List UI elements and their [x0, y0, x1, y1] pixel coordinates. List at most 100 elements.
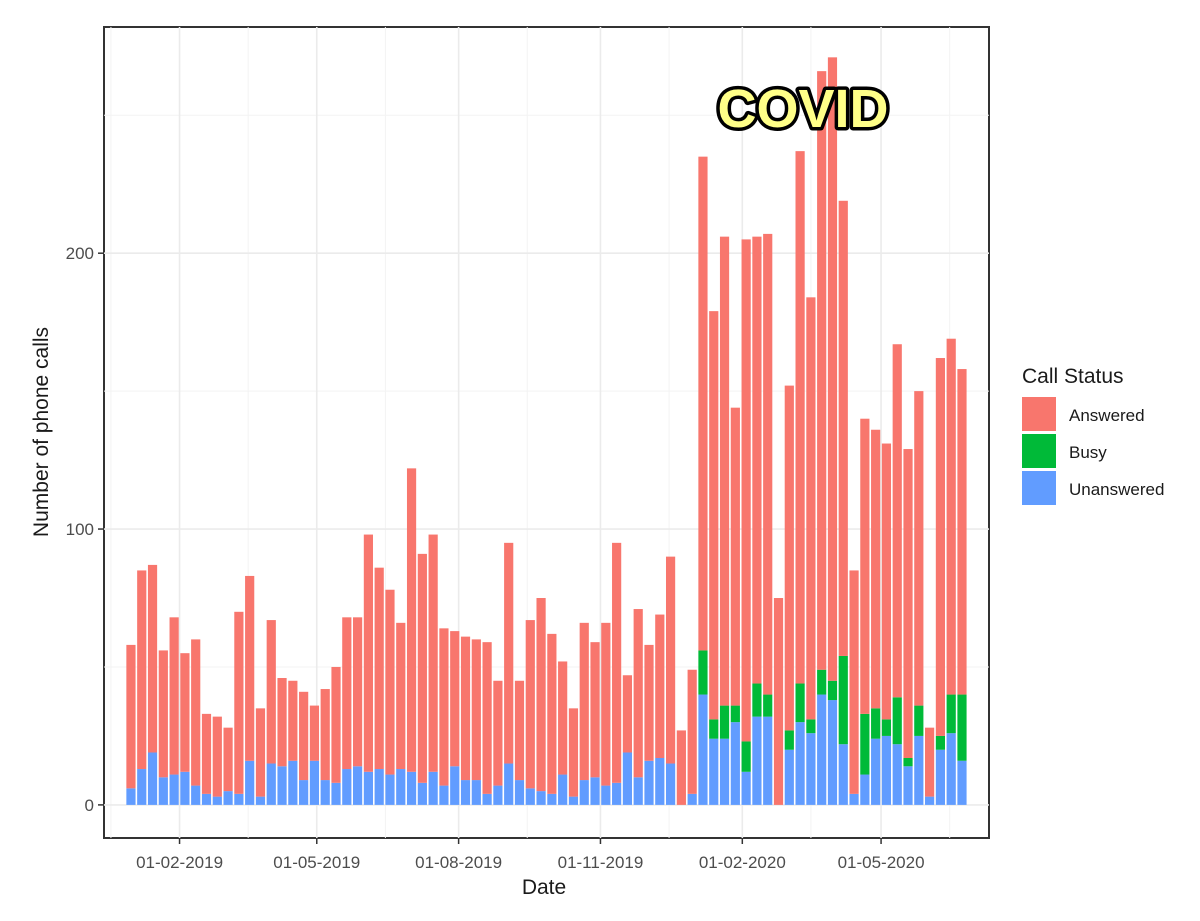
- legend-title: Call Status: [1022, 365, 1124, 388]
- bar-unanswered: [309, 760, 320, 805]
- bar-answered: [396, 622, 406, 770]
- bar-unanswered: [871, 738, 881, 805]
- bar-answered: [460, 636, 471, 781]
- x-tick-label: 01-02-2020: [699, 853, 786, 872]
- bar-unanswered: [655, 758, 665, 805]
- bar-unanswered: [277, 766, 287, 805]
- bar-answered: [158, 650, 168, 778]
- bar-answered: [590, 642, 600, 778]
- bar-unanswered: [191, 785, 201, 805]
- bar-answered: [514, 680, 525, 781]
- bar-unanswered: [450, 766, 460, 805]
- bar-answered: [698, 156, 708, 651]
- legend-swatch-unanswered: [1022, 471, 1056, 505]
- bar-busy: [881, 719, 892, 736]
- bar-answered: [126, 644, 136, 789]
- legend-swatch-answered: [1022, 397, 1056, 431]
- bar-unanswered: [806, 733, 816, 805]
- bar-answered: [795, 151, 805, 684]
- bar-unanswered: [558, 774, 568, 805]
- bar-answered: [374, 567, 384, 770]
- bar-answered: [719, 236, 730, 706]
- bar-answered: [450, 631, 460, 767]
- bar-answered: [730, 407, 740, 706]
- bar-answered: [925, 727, 935, 797]
- bar-answered: [827, 57, 838, 681]
- bar-unanswered: [460, 780, 471, 805]
- bar-answered: [763, 233, 773, 695]
- bar-unanswered: [957, 760, 967, 805]
- y-axis-title: Number of phone calls: [30, 327, 53, 537]
- bar-unanswered: [612, 782, 622, 805]
- bars: [126, 57, 967, 805]
- bar-unanswered: [709, 738, 719, 805]
- bar-unanswered: [158, 777, 168, 805]
- bar-unanswered: [525, 788, 535, 805]
- legend-label-answered: Answered: [1069, 406, 1145, 425]
- bar-unanswered: [288, 760, 298, 805]
- bar-unanswered: [514, 780, 525, 805]
- bar-unanswered: [342, 769, 352, 805]
- bar-answered: [914, 391, 924, 706]
- bar-unanswered: [245, 760, 255, 805]
- bar-unanswered: [536, 791, 546, 805]
- x-tick-label: 01-05-2020: [838, 853, 925, 872]
- bar-answered: [201, 713, 212, 794]
- bar-unanswered: [817, 694, 827, 805]
- legend-swatch-busy: [1022, 434, 1056, 468]
- bar-busy: [914, 705, 924, 736]
- bar-answered: [245, 575, 255, 761]
- bar-answered: [601, 622, 611, 786]
- bar-busy: [817, 669, 827, 695]
- bar-answered: [849, 570, 859, 794]
- bar-busy: [860, 713, 870, 775]
- legend: Call Status Answered Busy Unanswered: [1022, 365, 1164, 505]
- bar-unanswered: [137, 769, 147, 805]
- bar-busy: [838, 655, 848, 745]
- bar-busy: [957, 694, 967, 761]
- y-tick-label: 100: [66, 520, 94, 539]
- bar-answered: [482, 642, 492, 794]
- bar-unanswered: [266, 763, 276, 805]
- bar-busy: [752, 683, 762, 717]
- bar-answered: [428, 534, 438, 772]
- bar-unanswered: [838, 744, 848, 805]
- bar-unanswered: [169, 774, 179, 805]
- bar-busy: [827, 680, 838, 701]
- y-tick-label: 200: [66, 244, 94, 263]
- bar-unanswered: [201, 793, 212, 805]
- legend-label-busy: Busy: [1069, 443, 1107, 462]
- bar-unanswered: [180, 771, 190, 805]
- bar-answered: [881, 443, 892, 720]
- bar-answered: [255, 708, 266, 797]
- bar-unanswered: [741, 771, 751, 805]
- bar-answered: [137, 570, 147, 770]
- bar-answered: [234, 611, 244, 794]
- bar-busy: [730, 705, 740, 723]
- bar-unanswered: [331, 782, 341, 805]
- bar-unanswered: [471, 780, 481, 805]
- bar-unanswered: [903, 766, 913, 805]
- bar-answered: [493, 680, 503, 786]
- bar-unanswered: [547, 793, 557, 805]
- x-tick-label: 01-05-2019: [273, 853, 360, 872]
- bar-unanswered: [320, 780, 330, 805]
- bar-busy: [935, 735, 945, 750]
- bar-answered: [957, 369, 967, 695]
- bar-answered: [558, 661, 568, 775]
- bar-unanswered: [493, 785, 503, 805]
- bar-answered: [353, 617, 363, 767]
- bar-answered: [741, 239, 751, 742]
- bar-answered: [633, 609, 643, 778]
- bar-unanswered: [633, 777, 643, 805]
- bar-busy: [795, 683, 805, 723]
- bar-answered: [169, 617, 179, 775]
- bar-unanswered: [860, 774, 870, 805]
- bar-answered: [935, 358, 945, 736]
- bar-answered: [223, 727, 233, 792]
- bar-answered: [871, 429, 881, 709]
- bar-unanswered: [374, 769, 384, 805]
- bar-unanswered: [147, 752, 158, 805]
- bar-answered: [579, 622, 589, 781]
